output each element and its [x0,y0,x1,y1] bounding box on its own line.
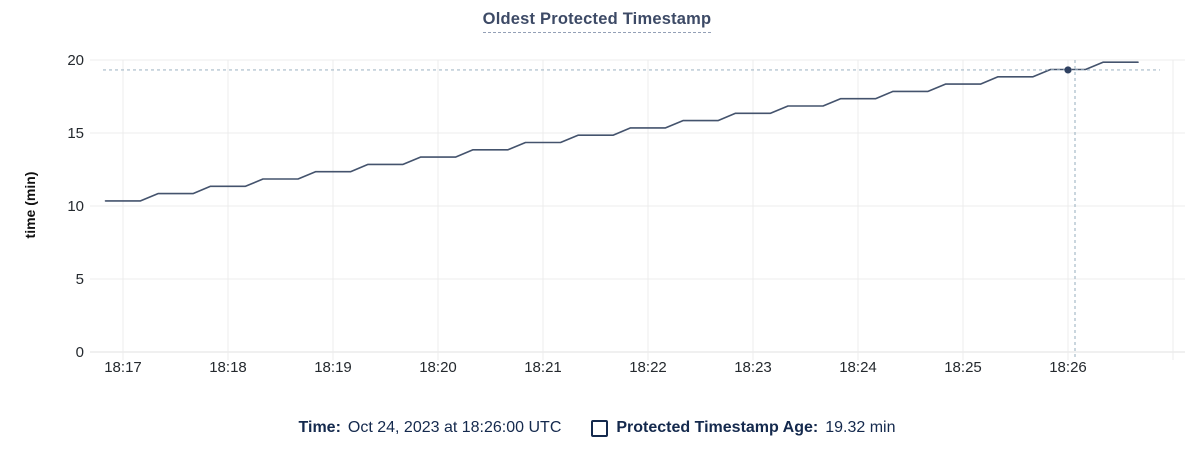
legend-time-value: Oct 24, 2023 at 18:26:00 UTC [347,419,562,436]
y-tick-label: 20 [67,52,84,69]
legend-time-label: Time: [298,419,341,436]
x-tick-label: 18:20 [419,359,457,376]
legend-series-value: 19.32 min [825,419,896,436]
x-tick-label: 18:21 [524,359,562,376]
x-tick-label: 18:17 [104,359,142,376]
y-tick-label: 5 [76,271,84,288]
legend-series-label: Protected Timestamp Age: [616,419,819,436]
y-tick-label: 15 [67,125,84,142]
x-tick-label: 18:26 [1049,359,1087,376]
x-tick-label: 18:25 [944,359,982,376]
chart-plot-area[interactable]: 0 5 10 15 20 18:17 18:18 18:19 18:20 18:21 18:22 18… [0,40,1194,412]
x-tick-label: 18:19 [314,359,352,376]
chart-legend: Time: Oct 24, 2023 at 18:26:00 UTC Prote… [0,419,1194,437]
hover-point-dot [1064,66,1072,74]
chart-title-row: Oldest Protected Timestamp [0,10,1194,33]
x-tick-label: 18:22 [629,359,667,376]
x-tick-label: 18:23 [734,359,772,376]
y-tick-label: 10 [67,198,84,215]
chart-title[interactable]: Oldest Protected Timestamp [482,10,712,33]
x-tick-label: 18:24 [839,359,877,376]
series-line-protected-timestamp-age [104,61,1139,202]
x-tick-label: 18:18 [209,359,247,376]
y-tick-label: 0 [76,344,84,361]
series-toggle-checkbox[interactable] [591,419,609,437]
